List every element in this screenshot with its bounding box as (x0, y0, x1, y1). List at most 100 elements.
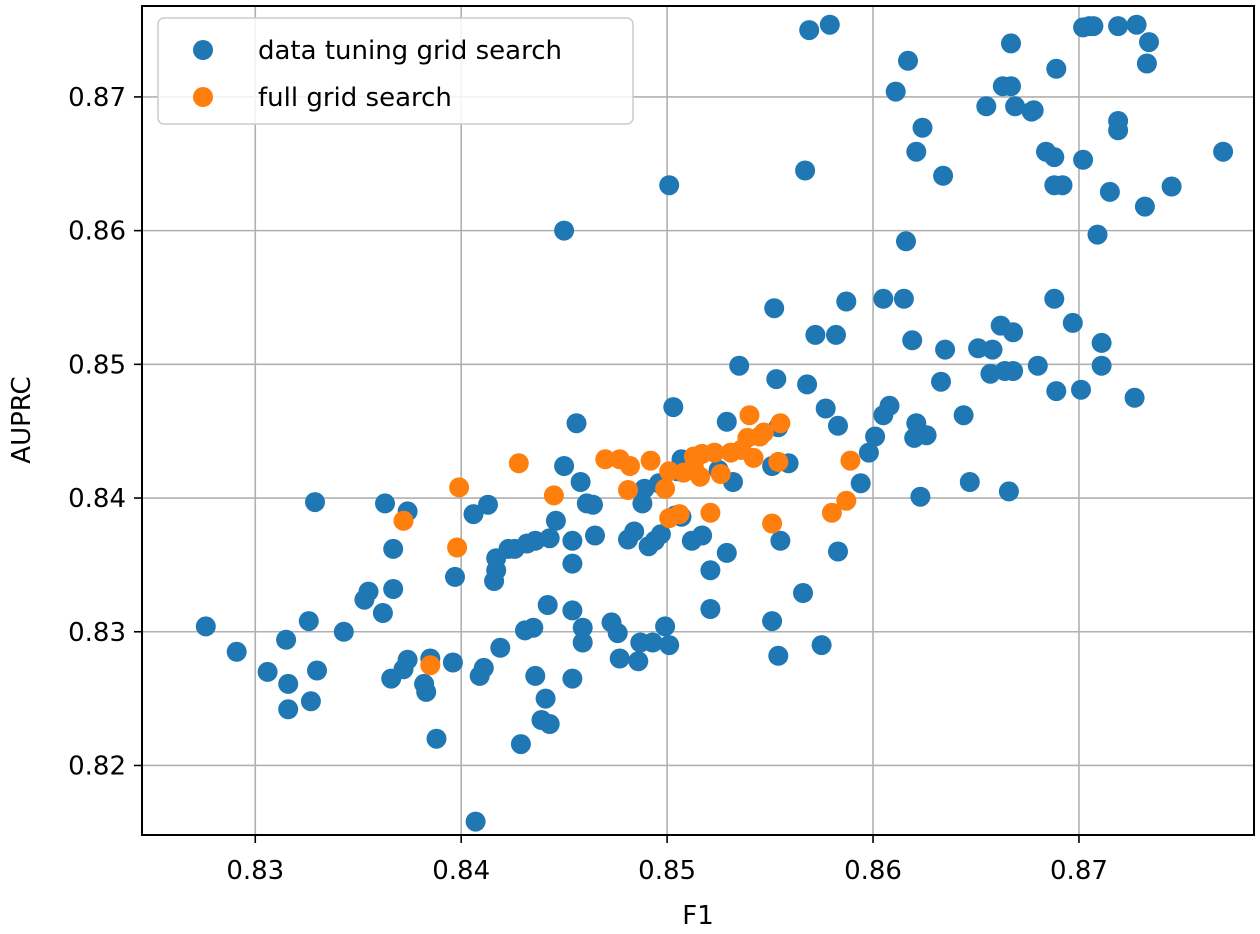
full-grid-point (640, 450, 661, 471)
full-grid-point (770, 413, 791, 434)
data-tuning-point (912, 117, 933, 138)
data-tuning-point (632, 493, 653, 514)
data-tuning-point (879, 395, 900, 416)
series-full-grid-points (393, 405, 861, 676)
x-tick-label: 0.87 (1050, 856, 1108, 886)
data-tuning-point (416, 681, 437, 702)
data-tuning-point (276, 629, 297, 650)
data-tuning-point (585, 525, 605, 546)
x-tick-label: 0.83 (226, 856, 284, 886)
data-tuning-point (766, 369, 787, 390)
data-tuning-point (257, 661, 278, 682)
full-grid-point (821, 502, 842, 523)
data-tuning-point (463, 504, 484, 525)
legend-box (157, 17, 634, 125)
y-axis-label: AUPRC (7, 376, 37, 463)
data-tuning-point (935, 339, 956, 360)
data-tuning-point (537, 595, 558, 615)
data-tuning-point (910, 486, 931, 507)
data-tuning-point (865, 426, 886, 447)
data-tuning-point (850, 473, 871, 494)
data-tuning-point (607, 623, 628, 644)
full-grid-point (836, 490, 857, 511)
data-tuning-point (764, 298, 785, 319)
data-tuning-point (933, 165, 954, 186)
full-grid-point (710, 464, 731, 484)
data-tuning-point (1044, 288, 1065, 309)
data-tuning-point (1108, 120, 1129, 141)
data-tuning-point (873, 288, 894, 309)
data-tuning-point (1027, 355, 1048, 376)
legend-label-data-tuning: data tuning grid search (258, 36, 562, 66)
data-tuning-point (828, 415, 848, 436)
data-tuning-point (811, 635, 832, 656)
data-tuning-point (307, 660, 327, 681)
data-tuning-point (1099, 181, 1120, 202)
data-tuning-point (490, 637, 511, 658)
data-tuning-point (383, 538, 404, 559)
data-tuning-point (333, 621, 354, 642)
data-tuning-point (1108, 16, 1129, 37)
data-tuning-point (700, 560, 721, 581)
full-grid-point (669, 504, 690, 525)
data-tuning-point (1044, 147, 1065, 168)
legend-marker-data-tuning (193, 40, 213, 60)
data-tuning-point (358, 581, 379, 602)
data-tuning-point (609, 648, 630, 669)
data-tuning-point (1046, 381, 1067, 402)
data-tuning-point (770, 530, 791, 551)
data-tuning-point (953, 405, 974, 426)
data-tuning-point (1003, 361, 1024, 381)
data-tuning-point (383, 579, 404, 599)
data-tuning-point (762, 611, 783, 632)
data-tuning-point (896, 231, 916, 252)
series-data-tuning-points (195, 14, 1234, 832)
full-grid-point (543, 485, 564, 506)
data-tuning-point (426, 728, 447, 749)
full-grid-point (449, 477, 470, 498)
y-tick-label: 0.86 (68, 217, 126, 247)
data-tuning-point (1091, 332, 1112, 353)
data-tuning-point (906, 141, 927, 162)
data-tuning-point (659, 635, 680, 656)
full-grid-point (700, 502, 721, 523)
y-tick-label: 0.84 (68, 484, 126, 514)
data-tuning-point (226, 641, 247, 662)
data-tuning-point (1003, 322, 1024, 343)
data-tuning-point (828, 541, 848, 562)
data-tuning-point (826, 324, 846, 345)
data-tuning-point (562, 668, 583, 689)
data-tuning-point (1001, 33, 1021, 54)
data-tuning-point (473, 657, 494, 678)
full-grid-point (753, 422, 774, 443)
full-grid-point (420, 655, 441, 676)
data-tuning-point (397, 649, 418, 670)
data-tuning-point (799, 20, 820, 41)
data-tuning-point (572, 632, 593, 653)
data-tuning-point (1001, 76, 1021, 97)
full-grid-point (655, 478, 676, 499)
data-tuning-point (931, 371, 951, 392)
full-grid-point (595, 449, 616, 470)
data-tuning-point (663, 397, 684, 418)
grid-lines (142, 6, 1254, 835)
data-tuning-point (562, 600, 583, 621)
data-tuning-point (805, 324, 826, 345)
data-tuning-point (624, 521, 645, 542)
data-tuning-point (442, 652, 463, 673)
data-tuning-point (195, 616, 216, 637)
data-tuning-point (525, 665, 546, 686)
data-tuning-point (1124, 387, 1145, 408)
data-tuning-point (768, 645, 789, 666)
data-tuning-point (572, 617, 593, 638)
data-tuning-point (815, 398, 836, 419)
data-tuning-point (729, 355, 750, 376)
x-tick-label: 0.86 (844, 856, 902, 886)
data-tuning-point (554, 456, 575, 476)
data-tuning-point (716, 542, 737, 563)
data-tuning-point (982, 339, 1003, 360)
data-tuning-point (1139, 32, 1159, 53)
x-tick-label: 0.85 (638, 856, 696, 886)
full-grid-point (447, 537, 468, 558)
data-tuning-point (278, 673, 299, 694)
